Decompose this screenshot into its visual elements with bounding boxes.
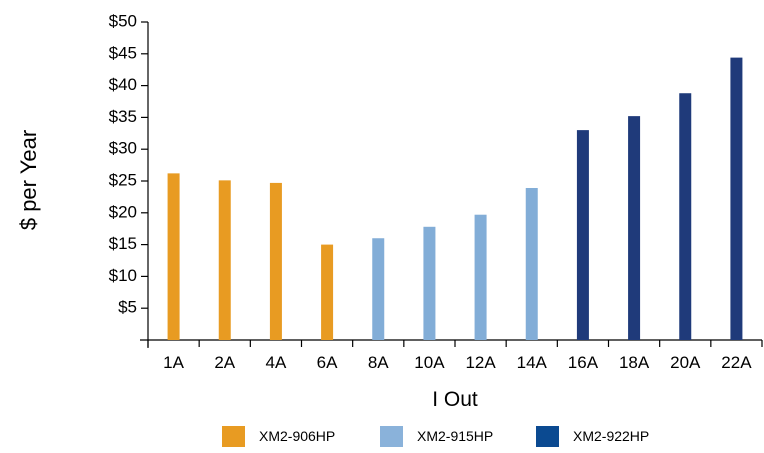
- y-tick-label: $40: [109, 75, 137, 94]
- bar-6a: [321, 244, 334, 340]
- x-tick-label: 10A: [414, 353, 445, 372]
- axes: [140, 21, 763, 348]
- legend-swatch: [536, 426, 559, 447]
- bar-16a: [576, 130, 589, 340]
- bar-12a: [474, 214, 487, 340]
- x-tick-label: 22A: [721, 353, 752, 372]
- y-tick-label: $50: [109, 11, 137, 30]
- bar-14a: [525, 187, 538, 340]
- bar-18a: [628, 116, 641, 341]
- y-axis-title: $ per Year: [16, 130, 41, 230]
- y-tick-label: $20: [109, 202, 137, 221]
- y-tick-label: $35: [109, 107, 137, 126]
- x-tick-label: 12A: [465, 353, 496, 372]
- x-tick-label: 8A: [368, 353, 389, 372]
- legend-label: XM2-922HP: [573, 428, 649, 444]
- legend-swatch: [222, 426, 245, 447]
- bar-1a: [167, 173, 180, 340]
- legend: XM2-906HP XM2-915HP XM2-922HP: [222, 426, 649, 447]
- x-tick-label: 2A: [214, 353, 235, 372]
- x-tick-label: 14A: [517, 353, 548, 372]
- bar-20a: [679, 93, 692, 341]
- y-tick-label: $5: [118, 298, 137, 317]
- bar-4a: [269, 182, 282, 340]
- x-tick-label: 1A: [163, 353, 184, 372]
- y-tick-label: $15: [109, 234, 137, 253]
- y-tick-label: $10: [109, 266, 137, 285]
- bar-8a: [372, 238, 385, 340]
- bar-2a: [218, 180, 231, 340]
- bars: [167, 57, 743, 341]
- x-tick-label: 20A: [670, 353, 701, 372]
- legend-label: XM2-915HP: [417, 428, 493, 444]
- legend-swatch: [380, 426, 403, 447]
- x-tick-label: 16A: [568, 353, 599, 372]
- bar-22a: [730, 57, 743, 341]
- y-tick-label: $45: [109, 43, 137, 62]
- bar-10a: [423, 226, 436, 340]
- x-tick-label: 18A: [619, 353, 650, 372]
- x-axis-title: I Out: [432, 388, 478, 411]
- y-tick-label: $25: [109, 170, 137, 189]
- y-tick-label: $30: [109, 139, 137, 158]
- labels: $5 $10 $15 $20 $25 $30 $35 $40 $45 $50 1A 2A 4A 6A 8A 1…: [109, 11, 753, 372]
- x-tick-label: 4A: [266, 353, 287, 372]
- x-tick-label: 6A: [317, 353, 338, 372]
- legend-label: XM2-906HP: [259, 428, 335, 444]
